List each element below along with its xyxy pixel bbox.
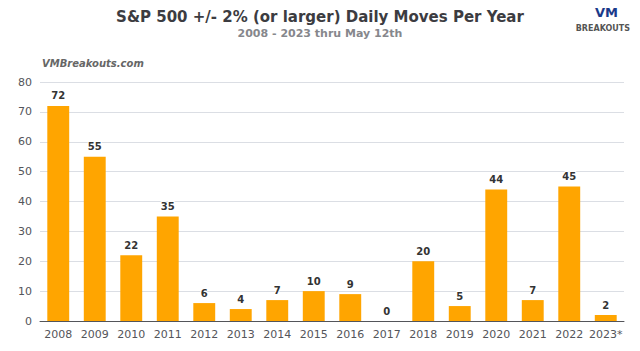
svg-text:S&P 500 +/- 2% (or larger) Dai: S&P 500 +/- 2% (or larger) Daily Moves P… xyxy=(116,8,524,26)
svg-text:2008: 2008 xyxy=(44,328,72,341)
svg-text:80: 80 xyxy=(18,76,32,89)
svg-text:2012: 2012 xyxy=(190,328,218,341)
svg-text:2020: 2020 xyxy=(482,328,510,341)
svg-text:2011: 2011 xyxy=(154,328,182,341)
svg-text:30: 30 xyxy=(18,225,32,238)
svg-text:20: 20 xyxy=(416,246,430,257)
svg-text:55: 55 xyxy=(88,141,102,152)
svg-text:6: 6 xyxy=(201,288,208,299)
svg-text:35: 35 xyxy=(161,201,175,212)
svg-text:9: 9 xyxy=(347,279,354,290)
svg-text:20: 20 xyxy=(18,255,32,268)
svg-text:22: 22 xyxy=(124,240,138,251)
svg-text:60: 60 xyxy=(18,135,32,148)
svg-text:2015: 2015 xyxy=(300,328,328,341)
svg-text:44: 44 xyxy=(489,174,503,185)
svg-text:2008 - 2023 thru May 12th: 2008 - 2023 thru May 12th xyxy=(238,27,403,40)
svg-text:VMBreakouts.com: VMBreakouts.com xyxy=(42,58,144,69)
svg-text:7: 7 xyxy=(274,285,281,296)
svg-text:72: 72 xyxy=(51,90,65,101)
svg-text:BREAKOUTS: BREAKOUTS xyxy=(576,24,631,33)
svg-text:2014: 2014 xyxy=(263,328,291,341)
svg-text:2022: 2022 xyxy=(555,328,583,341)
svg-text:0: 0 xyxy=(383,306,390,317)
svg-text:0: 0 xyxy=(25,315,32,328)
svg-text:10: 10 xyxy=(18,285,32,298)
svg-text:5: 5 xyxy=(456,291,463,302)
svg-text:40: 40 xyxy=(18,195,32,208)
svg-text:2: 2 xyxy=(602,300,609,311)
svg-text:2013: 2013 xyxy=(227,328,255,341)
svg-text:2017: 2017 xyxy=(373,328,401,341)
svg-text:2010: 2010 xyxy=(117,328,145,341)
svg-text:50: 50 xyxy=(18,165,32,178)
svg-text:2021: 2021 xyxy=(519,328,547,341)
svg-text:2009: 2009 xyxy=(81,328,109,341)
svg-text:7: 7 xyxy=(529,285,536,296)
svg-text:45: 45 xyxy=(562,171,576,182)
svg-text:2016: 2016 xyxy=(336,328,364,341)
svg-text:4: 4 xyxy=(237,294,244,305)
svg-text:2019: 2019 xyxy=(446,328,474,341)
svg-text:VM: VM xyxy=(595,5,618,20)
svg-text:10: 10 xyxy=(307,276,321,287)
svg-text:2018: 2018 xyxy=(409,328,437,341)
svg-text:2023*: 2023* xyxy=(589,328,623,341)
svg-text:70: 70 xyxy=(18,105,32,118)
